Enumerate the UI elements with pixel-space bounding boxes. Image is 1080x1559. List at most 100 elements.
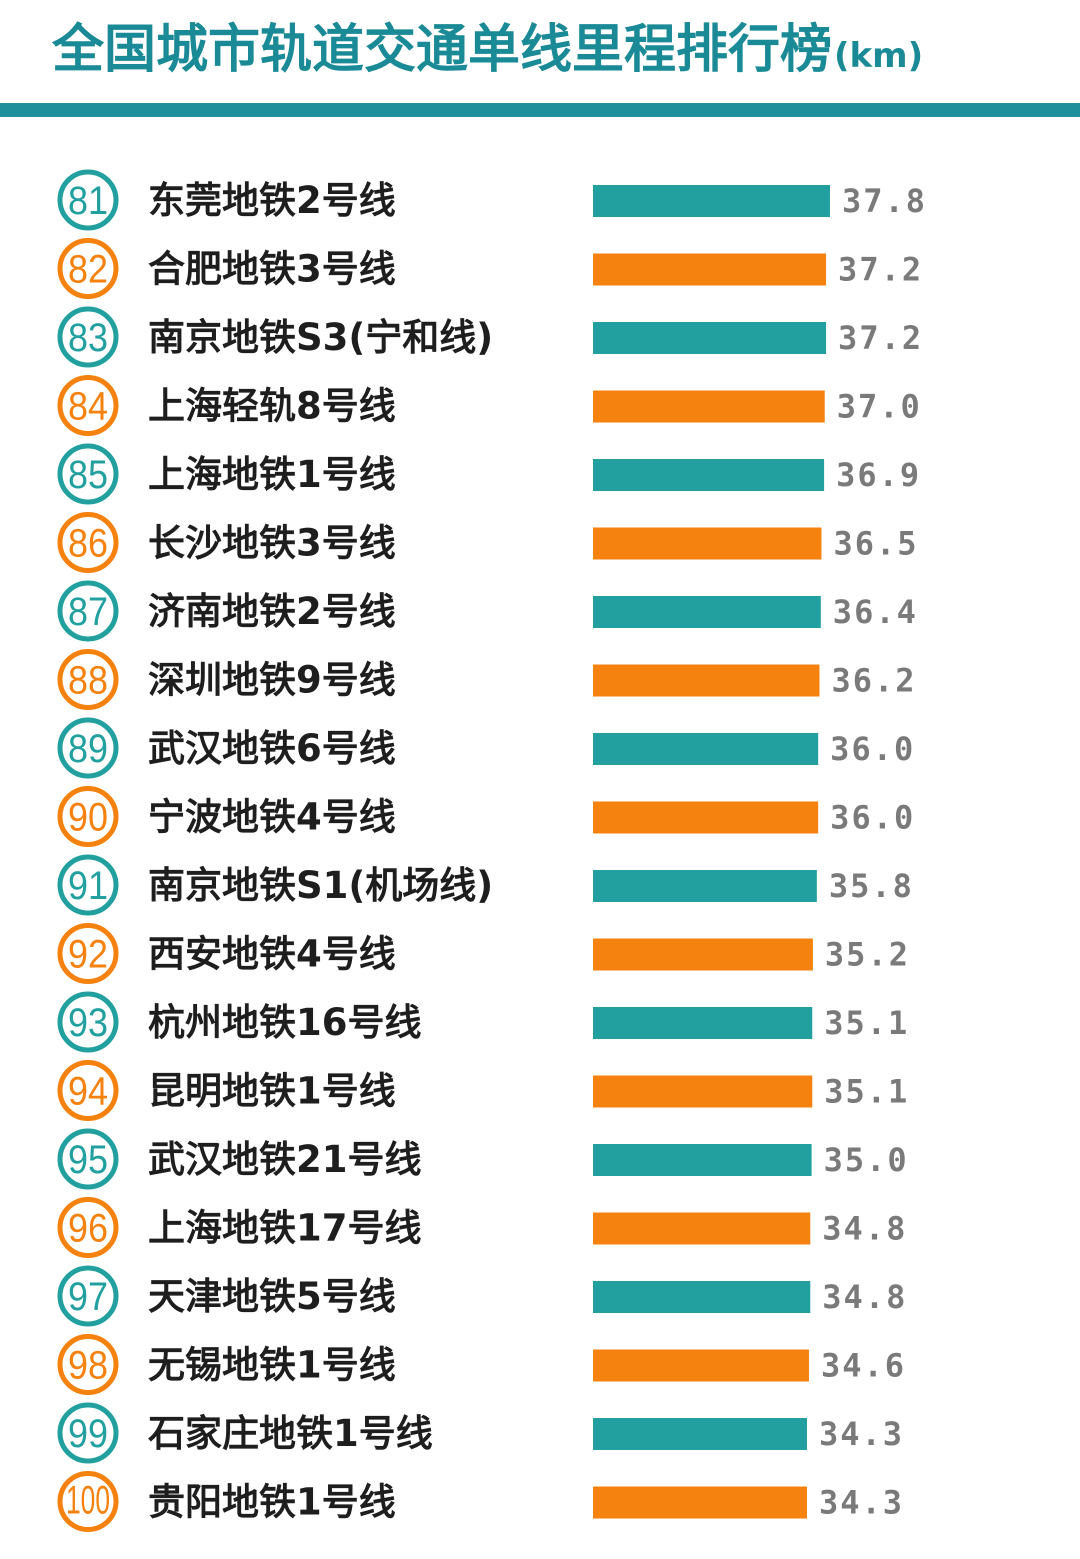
line-name-label: 深圳地铁9号线: [148, 659, 396, 702]
mileage-value-label: 35.8: [829, 867, 914, 905]
rank-number: 100: [66, 1479, 110, 1523]
mileage-bar: [593, 870, 817, 902]
rank-number: 98: [68, 1344, 108, 1388]
rank-badge: [57, 1334, 119, 1395]
chart-row: 86 长沙地铁3号线 36.5: [57, 512, 918, 573]
chart-row: 89 武汉地铁6号线 36.0: [57, 717, 915, 779]
rank-badge: [57, 238, 119, 299]
mileage-bar: [593, 1212, 811, 1245]
mileage-bar: [593, 185, 830, 217]
chart-row: 100 贵阳地铁1号线 34.3: [57, 1471, 904, 1532]
mileage-value-label: 36.0: [830, 799, 915, 837]
chart-row: 92 西安地铁4号线 35.2: [57, 923, 910, 984]
line-name-label: 济南地铁2号线: [148, 590, 396, 633]
rank-badge: [57, 649, 119, 710]
title-unit: (km): [834, 36, 924, 76]
rank-badge: [57, 1197, 119, 1258]
title-text: 全国城市轨道交通单线里程排行榜: [52, 20, 833, 80]
line-name-label: 东莞地铁2号线: [148, 179, 396, 222]
rank-badge: [57, 1265, 119, 1327]
line-name-label: 石家庄地铁1号线: [147, 1412, 433, 1455]
rank-number: 89: [68, 727, 108, 771]
line-name-label: 武汉地铁6号线: [148, 727, 396, 770]
chart-row: 99 石家庄地铁1号线 34.3: [57, 1402, 904, 1464]
chart-row: 94 昆明地铁1号线 35.1: [57, 1060, 907, 1121]
rank-number: 95: [68, 1138, 108, 1182]
line-name-label: 合肥地铁3号线: [148, 248, 396, 291]
mileage-bar: [593, 322, 827, 354]
mileage-bar: [593, 1281, 811, 1313]
mileage-bar: [593, 459, 825, 491]
line-name-label: 天津地铁5号线: [148, 1275, 396, 1318]
rank-badge: [57, 443, 119, 505]
mileage-value-label: 34.3: [819, 1484, 904, 1522]
rank-badge: [57, 717, 119, 779]
rank-number: 90: [68, 796, 108, 840]
chart-row: 96 上海地铁17号线 34.8: [57, 1197, 907, 1258]
mileage-bar: [593, 596, 821, 628]
line-name-label: 昆明地铁1号线: [148, 1070, 396, 1113]
line-name-label: 武汉地铁21号线: [148, 1138, 422, 1181]
rank-badge: [57, 854, 119, 916]
mileage-value-label: 34.3: [819, 1415, 904, 1453]
mileage-value-label: 36.2: [831, 662, 916, 700]
mileage-value-label: 36.5: [833, 525, 918, 563]
line-name-label: 上海轻轨8号线: [148, 385, 396, 428]
mileage-value-label: 37.2: [838, 251, 923, 289]
chart-row: 84 上海轻轨8号线 37.0: [57, 375, 922, 436]
chart-row: 93 杭州地铁16号线 35.1: [57, 991, 909, 1053]
mileage-value-label: 37.0: [837, 388, 922, 426]
rank-badge: [57, 306, 119, 368]
rank-badge: [57, 786, 119, 847]
mileage-value-label: 36.4: [833, 593, 918, 631]
mileage-bar: [593, 1144, 812, 1176]
mileage-bar: [593, 527, 822, 560]
rank-badge: [57, 580, 119, 642]
rank-badge: [57, 375, 119, 436]
rank-badge: [57, 512, 119, 573]
rank-badge: [57, 169, 119, 231]
rank-badge: [57, 1402, 119, 1464]
mileage-value-label: 37.8: [842, 182, 927, 220]
mileage-value-label: 34.8: [822, 1210, 907, 1248]
rank-number: 94: [68, 1070, 108, 1114]
rank-number: 96: [68, 1207, 108, 1251]
header-divider: [0, 103, 1080, 117]
header: 全国城市轨道交通单线里程排行榜(km): [0, 0, 1080, 104]
rank-number: 82: [68, 248, 108, 292]
mileage-bar: [593, 1349, 809, 1382]
line-name-label: 长沙地铁3号线: [148, 522, 396, 565]
rank-badge: [57, 1060, 119, 1121]
mileage-value-label: 37.2: [838, 319, 923, 357]
mileage-value-label: 36.9: [836, 456, 921, 494]
chart-row: 88 深圳地铁9号线 36.2: [57, 649, 916, 710]
rank-number: 84: [68, 385, 108, 429]
line-name-label: 西安地铁4号线: [148, 933, 396, 976]
mileage-value-label: 35.2: [825, 936, 910, 974]
mileage-bar: [593, 1007, 813, 1039]
rank-badge: [57, 991, 119, 1053]
mileage-value-label: 34.8: [822, 1278, 907, 1316]
mileage-value-label: 36.0: [830, 730, 915, 768]
rank-number: 99: [68, 1412, 108, 1456]
line-name-label: 上海地铁17号线: [148, 1207, 422, 1250]
chart-row: 85 上海地铁1号线 36.9: [57, 443, 921, 505]
rank-number: 81: [68, 179, 108, 223]
rank-number: 93: [68, 1001, 108, 1045]
line-name-label: 无锡地铁1号线: [148, 1344, 396, 1387]
mileage-bar: [593, 801, 819, 834]
chart-row: 90 宁波地铁4号线 36.0: [57, 786, 915, 847]
mileage-bar: [593, 938, 813, 971]
mileage-bar: [593, 1486, 808, 1519]
line-name-label: 杭州地铁16号线: [148, 1001, 422, 1044]
chart-row: 83 南京地铁S3(宁和线) 37.2: [57, 306, 923, 368]
rank-number: 87: [68, 590, 108, 634]
rank-number: 92: [68, 933, 108, 977]
rank-number: 86: [68, 522, 108, 566]
rank-number: 83: [68, 316, 108, 360]
mileage-value-label: 35.1: [824, 1004, 909, 1042]
rank-badge: [57, 1471, 119, 1532]
chart-row: 87 济南地铁2号线 36.4: [57, 580, 918, 642]
rank-number: 97: [68, 1275, 108, 1319]
chart-row: 98 无锡地铁1号线 34.6: [57, 1334, 904, 1395]
